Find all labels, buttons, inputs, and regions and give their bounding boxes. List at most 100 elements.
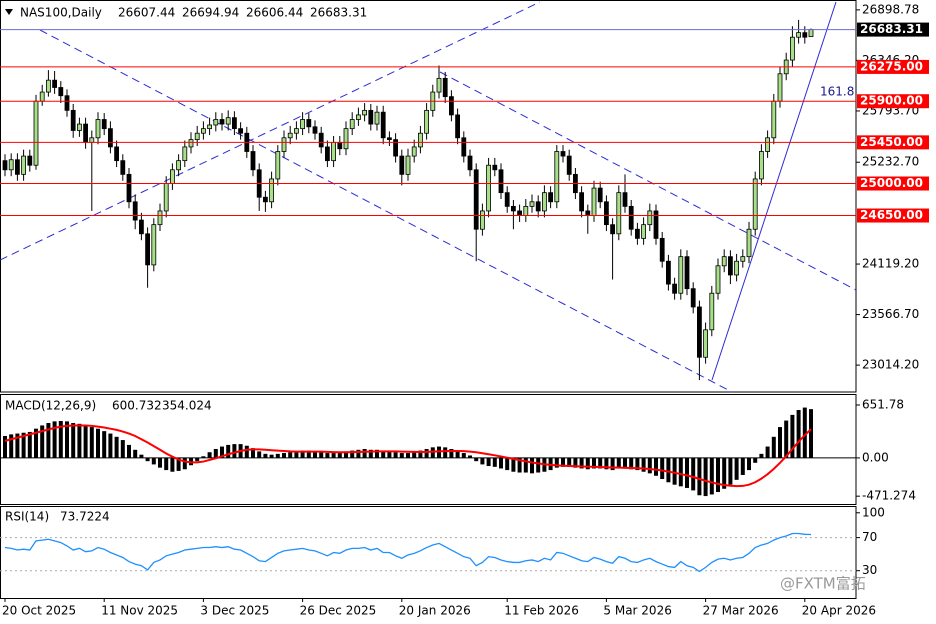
candle-body (448, 96, 454, 116)
macd-bar (176, 457, 181, 471)
candle-body (790, 36, 795, 61)
candle-body (300, 119, 306, 130)
candle-body (759, 151, 764, 180)
macd-bar (765, 446, 770, 458)
candle-body (337, 141, 343, 150)
candle-body (231, 117, 237, 130)
macd-bar (362, 448, 367, 458)
macd-bar (9, 434, 14, 458)
candle-body (126, 173, 132, 203)
y-tick-label: 23566.70 (862, 307, 919, 321)
macd-bar (244, 445, 249, 458)
macd-bar (83, 425, 88, 458)
candle-body (529, 201, 535, 207)
candle-body (641, 224, 646, 239)
candle-body (560, 151, 566, 157)
macd-bar (753, 457, 758, 463)
candle-body (368, 109, 374, 125)
candle-body (393, 139, 399, 157)
macd-bar (182, 457, 187, 470)
candle-body (250, 151, 256, 171)
x-tick-label: 5 Mar 2026 (603, 604, 671, 618)
macd-bar (561, 457, 565, 467)
level-label: 25000.00 (860, 176, 923, 190)
candle-body (510, 205, 516, 212)
candle-body (2, 160, 8, 171)
macd-title: MACD(12,26,9) (5, 399, 96, 413)
menu-icon[interactable] (5, 9, 13, 15)
watermark: @FXTM富拓 (780, 575, 866, 593)
macd-bar (604, 457, 609, 470)
macd-bar (170, 457, 175, 472)
level-label-box (857, 176, 929, 191)
macd-bar (647, 457, 652, 474)
macd-bar (139, 454, 144, 458)
candle-body (14, 159, 20, 175)
candle-body (343, 128, 349, 150)
candle-body (262, 196, 268, 203)
trend-line (439, 71, 857, 291)
candle-body (461, 137, 467, 157)
candle-body (157, 210, 163, 226)
candle-body (492, 164, 498, 171)
macd-bar (387, 451, 392, 458)
candle-body (411, 146, 417, 157)
candle-body (145, 233, 151, 266)
macd-bar (616, 457, 621, 469)
macd-bar (164, 457, 169, 471)
macd-bar (499, 457, 503, 469)
candle-body (281, 137, 287, 152)
candle-body (697, 306, 702, 358)
candle-body (269, 178, 275, 203)
macd-bar (629, 457, 634, 470)
rsi-value: 73.7224 (60, 510, 110, 524)
candle-body (765, 137, 770, 152)
macd-bar (114, 436, 119, 458)
candle-body (386, 137, 392, 141)
candle-body (207, 124, 213, 130)
candle-body (163, 183, 169, 212)
ohlc-high: 26694.94 (182, 6, 239, 20)
macd-bar (530, 457, 534, 474)
candle-body (21, 155, 27, 175)
candle-body (108, 128, 113, 148)
candle-body (498, 169, 504, 194)
macd-bar (288, 452, 293, 458)
candle-body (467, 155, 473, 171)
candle-body (486, 164, 492, 212)
candle-body (678, 256, 684, 294)
level-label-box (857, 135, 929, 150)
macd-bar (598, 457, 603, 469)
macd-bar (306, 450, 311, 458)
level-label: 24650.00 (860, 208, 923, 222)
candle-body (672, 283, 677, 294)
candle-body (306, 119, 312, 128)
x-tick-label: 11 Nov 2025 (101, 604, 178, 618)
candle-body (721, 256, 727, 267)
candle-body (362, 109, 368, 116)
candle-body (77, 123, 82, 131)
candle-body (95, 119, 101, 139)
macd-bar (337, 452, 342, 458)
candle-body (213, 119, 219, 126)
candle-body (504, 192, 510, 207)
candle-body (39, 91, 45, 102)
candle-body (604, 201, 609, 226)
candle-body (517, 210, 522, 216)
candle-body (8, 159, 14, 171)
candle-body (479, 210, 485, 230)
candle-body (120, 160, 126, 175)
signal-value: 354.024 (162, 399, 212, 413)
macd-bar (325, 453, 330, 458)
macd-bar (207, 452, 212, 458)
macd-bar (635, 457, 640, 471)
candle-body (312, 126, 318, 134)
candle-body (293, 128, 299, 134)
macd-bar (133, 449, 138, 458)
macd-bar (784, 420, 789, 458)
candle-body (424, 109, 430, 134)
macd-bar (418, 450, 423, 458)
macd-bar (158, 457, 162, 468)
candle-body (728, 256, 733, 276)
candle-body (405, 155, 411, 175)
